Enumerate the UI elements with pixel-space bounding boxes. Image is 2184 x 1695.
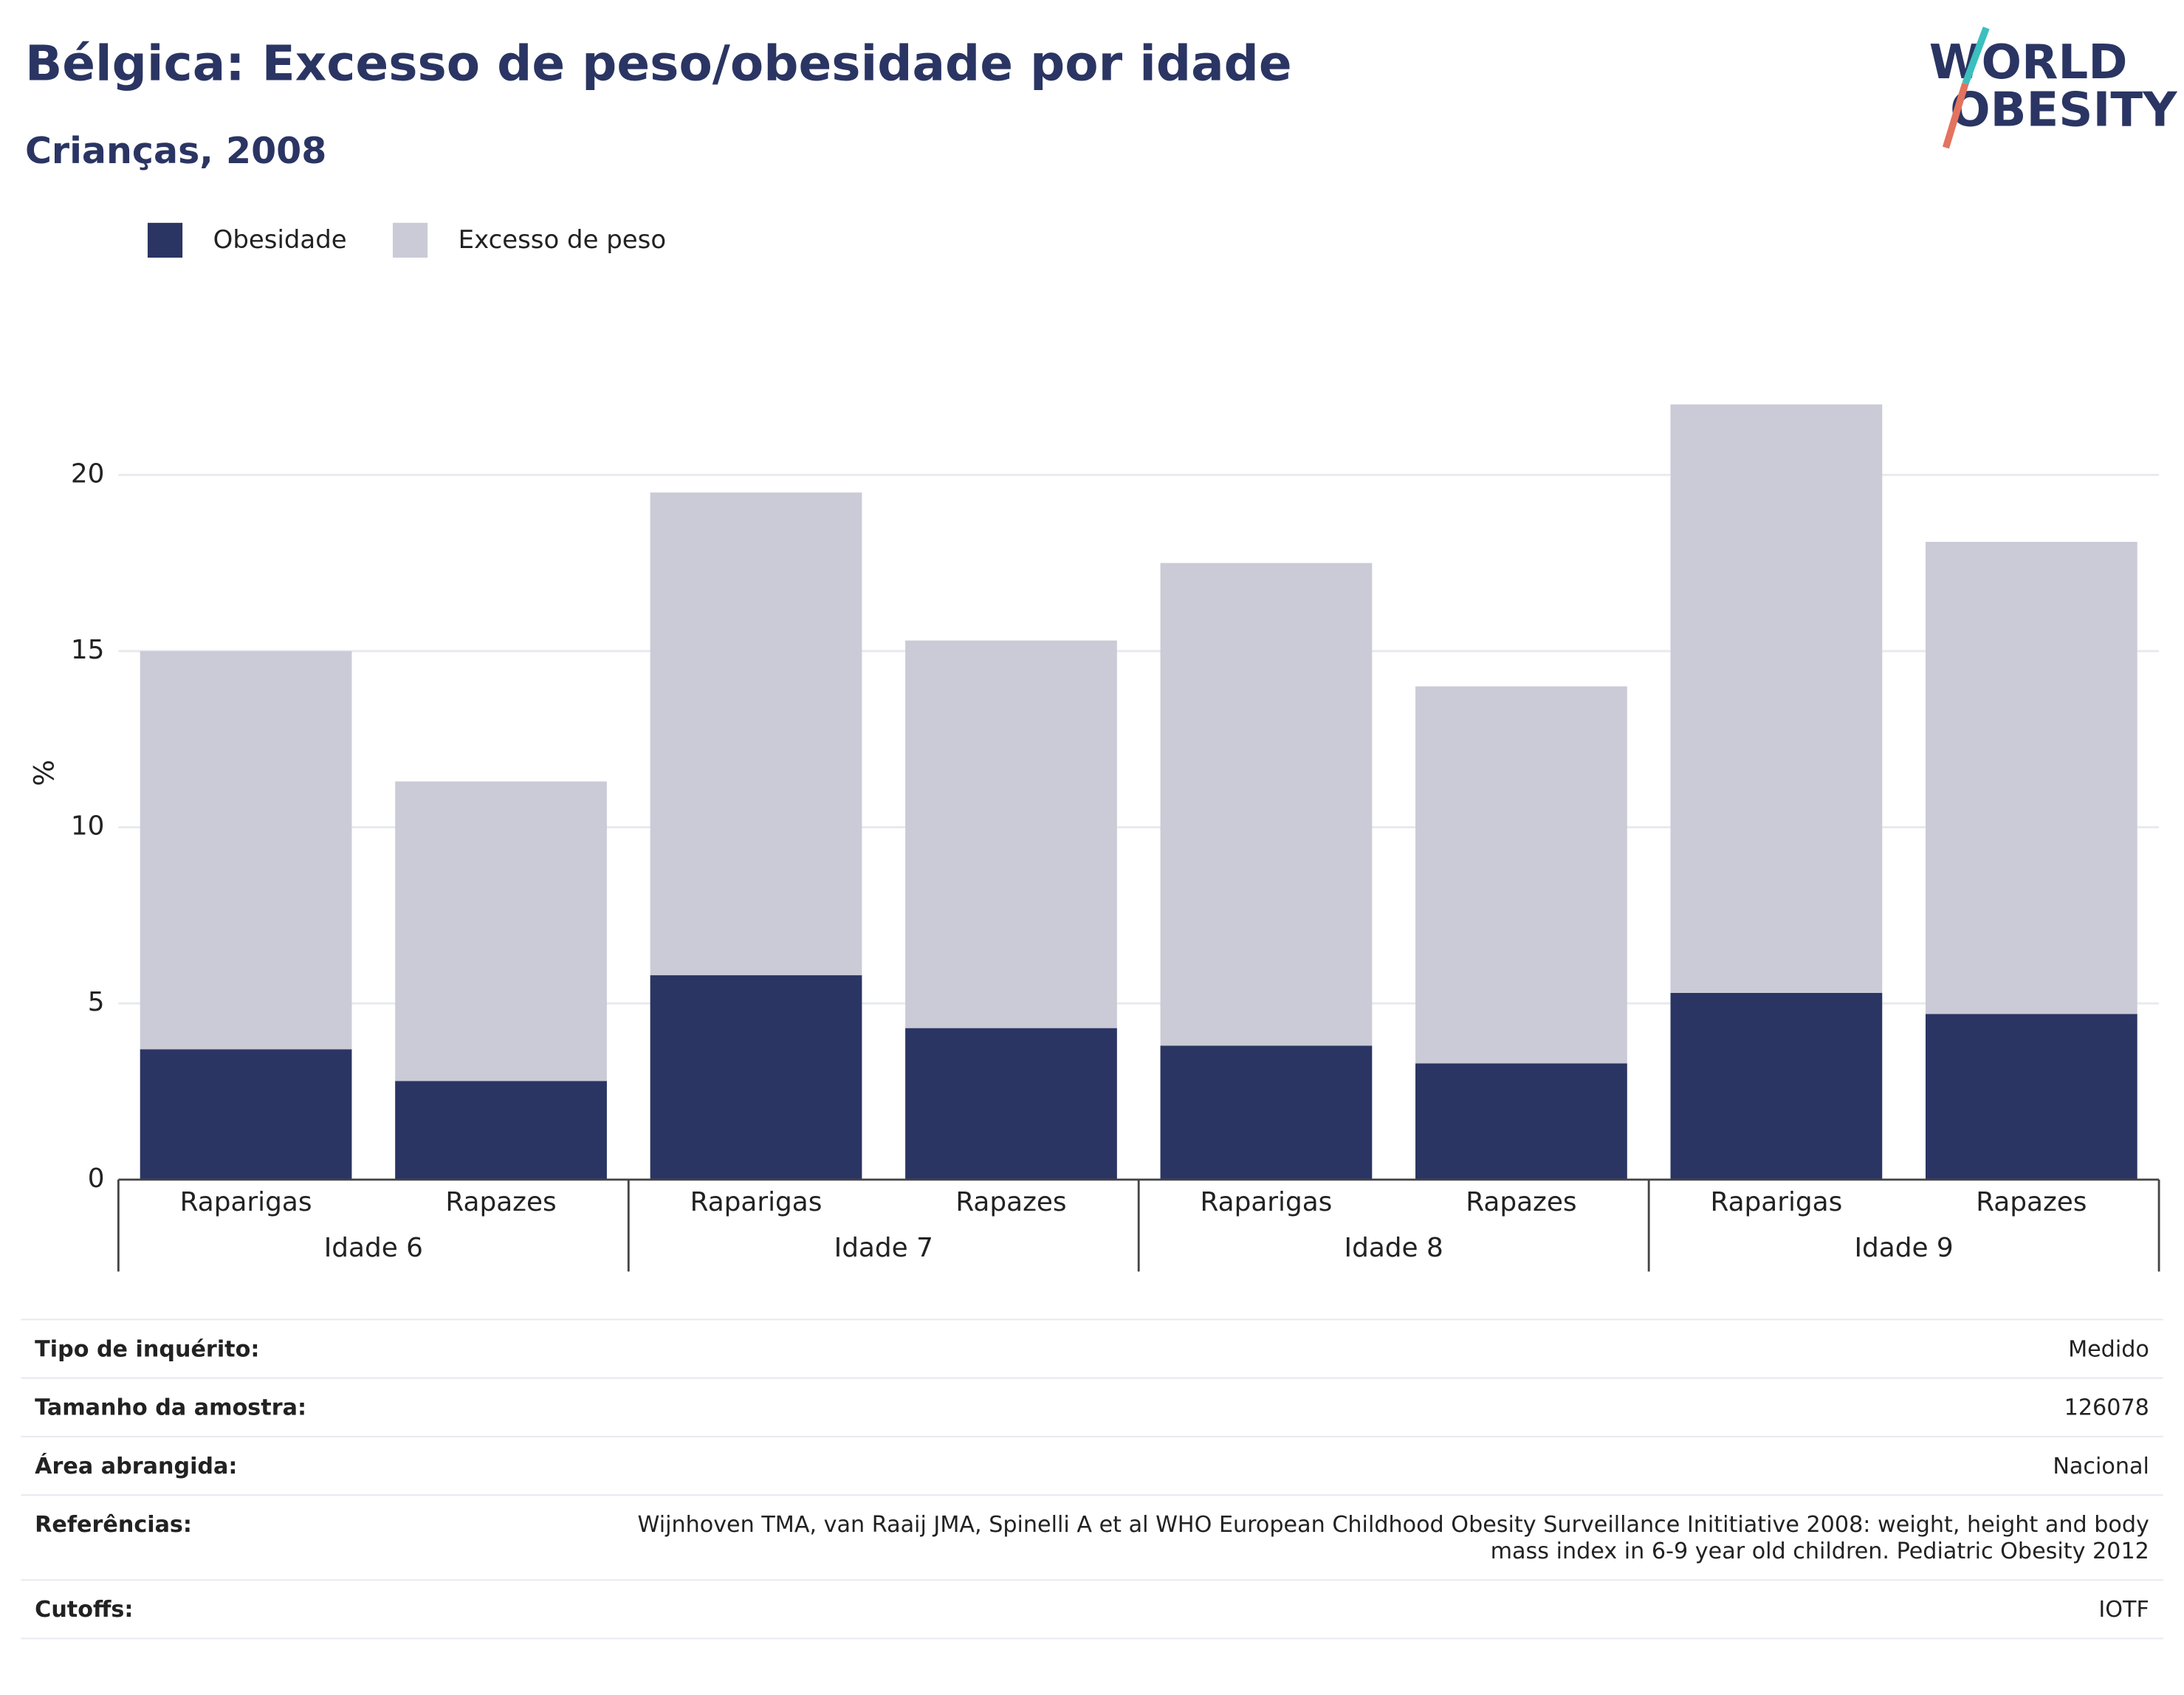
x-tick-label: Rapazes [1976,1187,2087,1217]
x-tick-label: Rapazes [955,1187,1066,1217]
info-text: Tamanho da amostra: [35,1394,307,1421]
logo-word: WORLD [1929,35,2128,90]
bar [395,1081,607,1180]
bar [1415,686,1627,1064]
bar [1925,541,2137,1014]
x-tick-label: Raparigas [1710,1187,1842,1217]
legend-swatch [147,222,183,258]
legend-label: Excesso de peso [459,225,666,255]
info-text: Medido [2068,1335,2149,1362]
info-row: Cutoffs: IOTF [21,1579,2163,1640]
info-value: Medido [363,1318,2163,1379]
x-tick-label: Rapazes [445,1187,556,1217]
bar [650,975,862,1180]
group-label: Idade 8 [1345,1233,1443,1263]
x-tick-label: Raparigas [1201,1187,1333,1217]
x-tick-label: Raparigas [180,1187,312,1217]
chart: Bélgica: Excesso de peso/obesidade por i… [25,27,2178,1272]
group-label: Idade 6 [324,1233,423,1263]
chart-subtitle: Crianças, 2008 [25,129,326,172]
info-row: Tamanho da amostra: 126078 [21,1377,2163,1437]
logo-word: OBESITY [1950,82,2178,137]
info-text: Área abrangida: [35,1452,238,1479]
info-key: Cutoffs: [21,1579,364,1640]
info-value: IOTF [363,1579,2163,1640]
info-row: Área abrangida: Nacional [21,1435,2163,1496]
bar [650,492,862,976]
legend-swatch [392,222,428,258]
info-text: 126078 [2064,1394,2149,1421]
group-label: Idade 7 [834,1233,933,1263]
bar [1925,1014,2137,1180]
x-tick-label: Raparigas [690,1187,823,1217]
y-axis-label: % [28,760,61,786]
y-tick-label: 15 [71,635,105,665]
info-value: Nacional [363,1435,2163,1496]
y-tick-label: 10 [71,811,105,842]
bar [140,650,352,1050]
bar [1670,992,1883,1180]
legend-label: Obesidade [213,225,347,255]
bar [1670,404,1883,993]
info-key: Tamanho da amostra: [21,1377,364,1437]
group-label: Idade 9 [1854,1233,1953,1263]
info-text: Nacional [2053,1452,2149,1479]
info-text: Tipo de inquérito: [35,1335,260,1362]
info-row: Referências: Wijnhoven TMA, van Raaij JMA… [21,1494,2163,1581]
info-text: Referências: [35,1510,192,1538]
logo-slash [1942,82,1969,149]
logo-slash [1962,27,1990,85]
info-text: Cutoffs: [35,1595,134,1623]
info-value: Wijnhoven TMA, van Raaij JMA, Spinelli A… [363,1494,2163,1581]
x-tick-label: Rapazes [1466,1187,1576,1217]
info-table: Tipo de inquérito: Medido Tamanho da amost… [21,1318,2163,1640]
info-row: Tipo de inquérito: Medido [21,1318,2163,1379]
info-value: 126078 [363,1377,2163,1437]
info-key: Tipo de inquérito: [21,1318,364,1379]
y-tick-label: 20 [71,458,105,489]
bar [1160,1045,1373,1180]
bar [395,781,607,1082]
y-tick-label: 5 [88,987,105,1017]
info-text: Wijnhoven TMA, van Raaij JMA, Spinelli A… [637,1510,2149,1564]
bar [1415,1063,1627,1180]
info-key: Referências: [21,1494,364,1581]
chart-title: Bélgica: Excesso de peso/obesidade por i… [25,35,1292,92]
info-key: Área abrangida: [21,1435,364,1496]
info-text: IOTF [2098,1595,2149,1623]
bar [1160,563,1373,1046]
bar [905,640,1117,1028]
bar [140,1049,352,1180]
y-tick-label: 0 [88,1163,105,1194]
bar [905,1028,1117,1180]
